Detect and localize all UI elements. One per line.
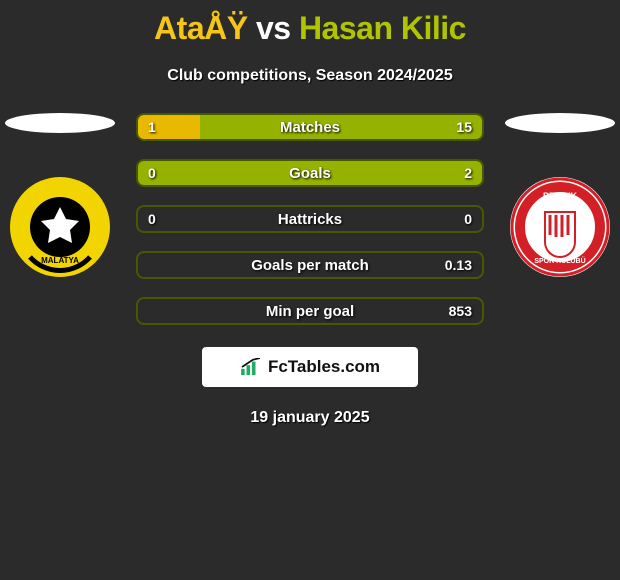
stat-label: Hattricks bbox=[278, 211, 342, 228]
stat-bar: 1 Matches 15 bbox=[136, 113, 484, 141]
svg-text:PENDIK: PENDIK bbox=[543, 191, 578, 201]
stat-bar: Goals per match 0.13 bbox=[136, 251, 484, 279]
player1-placeholder bbox=[5, 113, 115, 133]
pendik-badge-icon: PENDIK SPOR KULÜBÜ bbox=[510, 177, 610, 277]
branding-text: FcTables.com bbox=[268, 357, 380, 377]
stat-value-left: 1 bbox=[148, 119, 156, 135]
team1-logo: MALATYA bbox=[10, 177, 110, 277]
stat-value-left: 0 bbox=[148, 165, 156, 181]
right-side: PENDIK SPOR KULÜBÜ bbox=[500, 113, 620, 277]
malatya-badge-icon: MALATYA bbox=[10, 177, 110, 277]
stat-fill-right bbox=[200, 115, 482, 139]
branding-badge[interactable]: FcTables.com bbox=[202, 347, 418, 387]
date-label: 19 january 2025 bbox=[250, 409, 369, 427]
fctables-logo-icon bbox=[240, 358, 262, 376]
comparison-card: AtaÅŸ vs Hasan Kilic Club competitions, … bbox=[0, 0, 620, 427]
stat-bar: 0 Hattricks 0 bbox=[136, 205, 484, 233]
stat-label: Goals per match bbox=[251, 257, 369, 274]
svg-text:MALATYA: MALATYA bbox=[41, 256, 79, 265]
page-title: AtaÅŸ vs Hasan Kilic bbox=[154, 10, 466, 47]
stat-bar: 0 Goals 2 bbox=[136, 159, 484, 187]
stat-value-right: 0.13 bbox=[445, 257, 472, 273]
stat-label: Goals bbox=[289, 165, 331, 182]
main-row: MALATYA 1 Matches 15 0 Goals 2 0 Hattricks 0 Goal… bbox=[0, 113, 620, 325]
player2-name: Hasan Kilic bbox=[299, 10, 466, 46]
stat-value-right: 853 bbox=[449, 303, 472, 319]
stat-value-right: 2 bbox=[464, 165, 472, 181]
stat-value-right: 0 bbox=[464, 211, 472, 227]
stat-value-left: 0 bbox=[148, 211, 156, 227]
subtitle: Club competitions, Season 2024/2025 bbox=[167, 67, 452, 85]
player1-name: AtaÅŸ bbox=[154, 10, 248, 46]
vs-label: vs bbox=[256, 10, 291, 46]
team2-logo: PENDIK SPOR KULÜBÜ bbox=[510, 177, 610, 277]
left-side: MALATYA bbox=[0, 113, 120, 277]
stat-bar: Min per goal 853 bbox=[136, 297, 484, 325]
stat-value-right: 15 bbox=[456, 119, 472, 135]
stat-label: Matches bbox=[280, 119, 340, 136]
player2-placeholder bbox=[505, 113, 615, 133]
stats-panel: 1 Matches 15 0 Goals 2 0 Hattricks 0 Goals per ma… bbox=[120, 113, 500, 325]
stat-label: Min per goal bbox=[266, 303, 354, 320]
